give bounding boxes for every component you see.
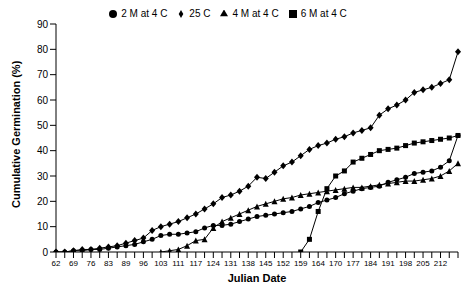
svg-text:159: 159 <box>294 259 308 268</box>
svg-text:191: 191 <box>381 259 395 268</box>
svg-text:184: 184 <box>364 259 378 268</box>
svg-text:138: 138 <box>242 259 256 268</box>
html-text:6 M at 4 C: 6 M at 4 C <box>300 8 347 19</box>
svg-text:212: 212 <box>434 259 448 268</box>
html-text:2 M at 4 C: 2 M at 4 C <box>121 8 168 19</box>
svg-text:117: 117 <box>189 259 202 268</box>
svg-text:70: 70 <box>37 69 49 80</box>
svg-text:76: 76 <box>87 259 96 268</box>
svg-text:69: 69 <box>69 259 78 268</box>
svg-text:111: 111 <box>172 259 185 268</box>
svg-text:89: 89 <box>121 259 130 268</box>
svg-text:103: 103 <box>154 259 168 268</box>
svg-text:124: 124 <box>207 259 221 268</box>
svg-text:62: 62 <box>52 259 61 268</box>
svg-text:131: 131 <box>224 259 238 268</box>
svg-text:205: 205 <box>416 259 430 268</box>
svg-text:30: 30 <box>37 171 49 182</box>
svg-text:170: 170 <box>329 259 343 268</box>
svg-text:90: 90 <box>37 19 49 30</box>
svg-text:60: 60 <box>37 95 49 106</box>
html-text:25 C: 25 C <box>189 8 211 19</box>
svg-text:96: 96 <box>139 259 148 268</box>
svg-text:152: 152 <box>277 259 291 268</box>
svg-text:20: 20 <box>37 196 49 207</box>
svg-text:177: 177 <box>346 259 360 268</box>
svg-text:10: 10 <box>37 221 49 232</box>
svg-text:145: 145 <box>259 259 273 268</box>
svg-text:Julian Date: Julian Date <box>228 272 287 282</box>
svg-text:0: 0 <box>42 247 48 258</box>
svg-text:Cumulative Germination (%): Cumulative Germination (%) <box>10 60 22 208</box>
svg-text:83: 83 <box>104 259 113 268</box>
svg-text:40: 40 <box>37 145 49 156</box>
svg-text:198: 198 <box>399 259 413 268</box>
svg-text:164: 164 <box>311 259 325 268</box>
svg-text:80: 80 <box>37 44 49 55</box>
html-text:4 M at 4 C: 4 M at 4 C <box>232 8 279 19</box>
svg-text:50: 50 <box>37 120 49 131</box>
